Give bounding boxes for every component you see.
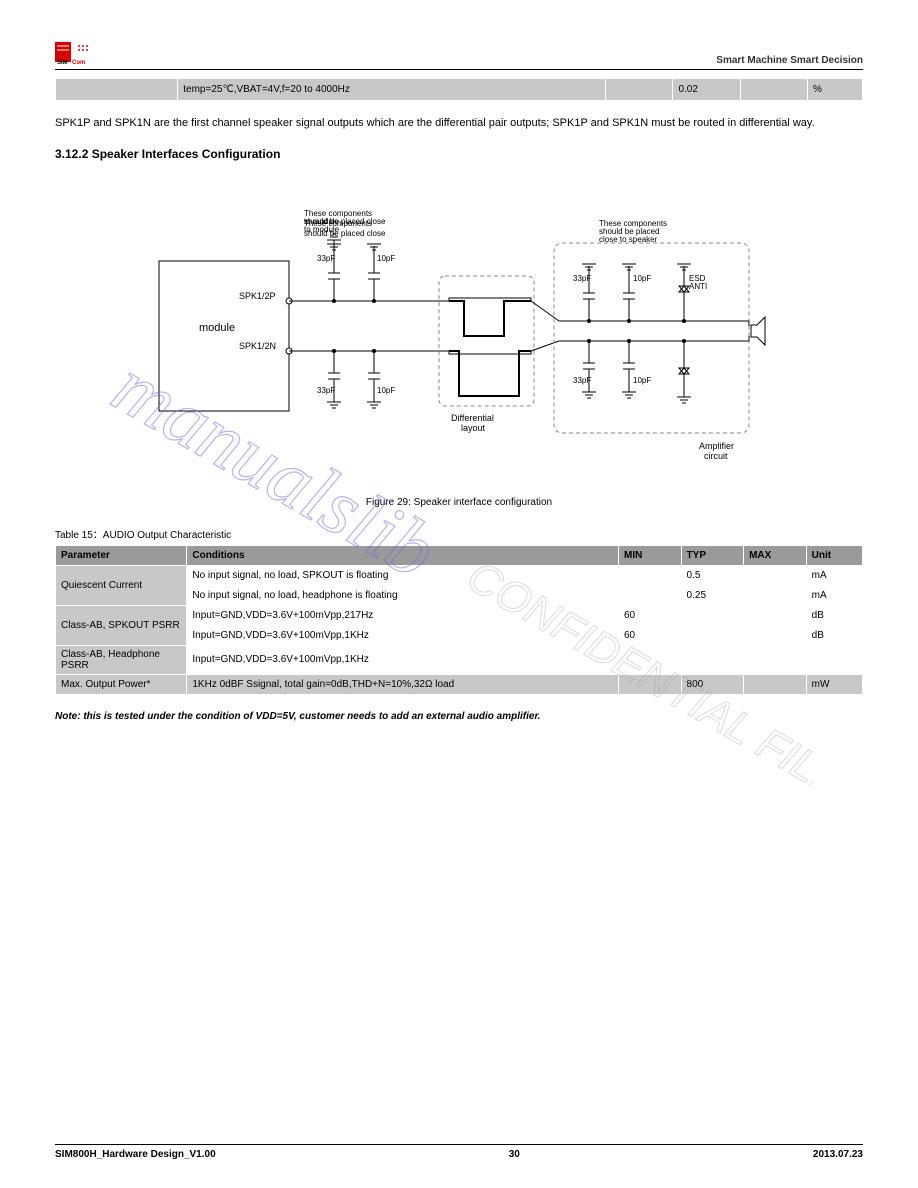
svg-text:33pF: 33pF xyxy=(573,376,591,385)
section-heading: 3.12.2 Speaker Interfaces Configuration xyxy=(55,147,863,161)
svg-text:SPK1/2N: SPK1/2N xyxy=(239,341,276,351)
svg-text:SPK1/2P: SPK1/2P xyxy=(239,291,276,301)
logo: SIM Com xyxy=(55,40,97,66)
table-caption: Table 15：AUDIO Output Characteristic xyxy=(55,526,863,541)
figure-caption: Figure 29: Speaker interface configurati… xyxy=(55,497,863,508)
svg-text:10pF: 10pF xyxy=(377,386,395,395)
svg-text:33pF: 33pF xyxy=(573,274,591,283)
paragraph: SPK1P and SPK1N are the first channel sp… xyxy=(55,115,863,133)
svg-text:10pF: 10pF xyxy=(633,376,651,385)
svg-text:Com: Com xyxy=(72,60,85,66)
svg-text:Differential: Differential xyxy=(451,413,494,423)
note: Note: this is tested under the condition… xyxy=(55,709,863,725)
svg-text:to module: to module xyxy=(304,225,340,234)
table-snippet: temp=25℃,VBAT=4V,f=20 to 4000Hz 0.02 % xyxy=(55,78,863,101)
svg-text:33pF: 33pF xyxy=(317,386,335,395)
svg-text:10pF: 10pF xyxy=(377,254,395,263)
svg-text:ANTI: ANTI xyxy=(689,282,707,291)
svg-text:33pF: 33pF xyxy=(317,254,335,263)
svg-text:layout: layout xyxy=(461,423,486,433)
header-right: Smart Machine Smart Decision xyxy=(716,55,863,66)
circuit-diagram: module SPK1/2P SPK1/2N 33pF 10pF 33pF 10pF… xyxy=(139,171,779,491)
characteristics-table: ParameterConditionsMINTYPMAXUnit Quiesce… xyxy=(55,545,863,695)
svg-text:module: module xyxy=(199,322,235,334)
svg-text:SIM: SIM xyxy=(57,60,68,66)
svg-text:close to speaker: close to speaker xyxy=(599,235,658,244)
svg-text:10pF: 10pF xyxy=(633,274,651,283)
page-footer: SIM800H_Hardware Design_V1.00302013.07.2… xyxy=(55,1144,863,1160)
svg-text:Amplifier: Amplifier xyxy=(699,441,734,451)
svg-text:circuit: circuit xyxy=(704,451,728,461)
